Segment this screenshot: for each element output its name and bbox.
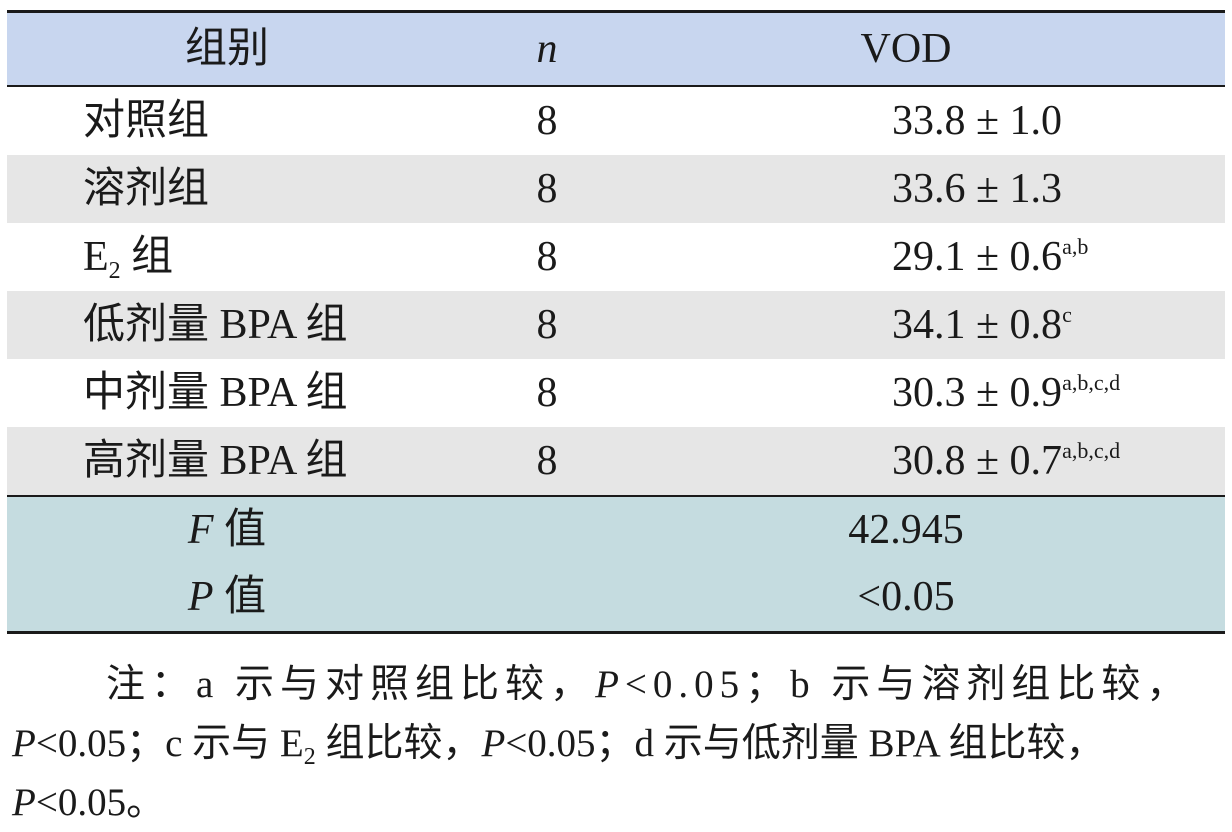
row-group: E2 组 (83, 234, 174, 284)
row-value: 30.8 ± 0.7a,b,c,d (892, 438, 1121, 484)
row-n: 8 (536, 234, 558, 280)
row-group: 溶剂组 (83, 166, 210, 212)
row-value: 33.8 ± 1.0 (892, 98, 1063, 144)
row-group: 对照组 (83, 98, 210, 144)
data-table: 组别 n VOD 对照组 8 33.8 ± 1.0 溶剂组 8 33.6 ± 1… (7, 10, 1225, 634)
row-n: 8 (536, 302, 558, 348)
row-value: 29.1 ± 0.6a,b (892, 234, 1089, 280)
table-row: E2 组 8 29.1 ± 0.6a,b (7, 223, 1225, 291)
row-n: 8 (536, 370, 558, 416)
stat-label: P 值 (187, 574, 267, 620)
row-group: 低剂量 BPA 组 (83, 302, 348, 348)
header-vod: VOD (860, 26, 952, 72)
table-row: 中剂量 BPA 组 8 30.3 ± 0.9a,b,c,d (7, 359, 1225, 427)
table-row: 溶剂组 8 33.6 ± 1.3 (7, 155, 1225, 223)
footnote-line-3: P<0.05。 (12, 781, 166, 824)
header-group: 组别 (184, 26, 269, 72)
table-footnote: 注：a 示与对照组比较，P<0.05；b 示与溶剂组比较， P<0.05；c 示… (12, 655, 1212, 832)
row-n: 8 (536, 438, 558, 484)
table-row: 对照组 8 33.8 ± 1.0 (7, 87, 1225, 155)
row-value: 34.1 ± 0.8c (892, 302, 1072, 348)
row-group: 高剂量 BPA 组 (83, 438, 348, 484)
table-header: 组别 n VOD (7, 13, 1225, 87)
footnote-line-2: P<0.05；c 示与 E2 组比较，P<0.05；d 示与低剂量 BPA 组比… (12, 722, 1105, 770)
table-row: 高剂量 BPA 组 8 30.8 ± 0.7a,b,c,d (7, 427, 1225, 495)
row-value: 30.3 ± 0.9a,b,c,d (892, 370, 1121, 416)
row-value: 33.6 ± 1.3 (892, 166, 1063, 212)
stat-label: F 值 (187, 507, 267, 553)
stat-value: <0.05 (857, 574, 955, 620)
table-row: 低剂量 BPA 组 8 34.1 ± 0.8c (7, 291, 1225, 359)
stat-row-p: P 值 <0.05 (7, 563, 1225, 631)
row-n: 8 (536, 166, 558, 212)
header-n: n (536, 26, 558, 72)
stat-value: 42.945 (848, 507, 964, 553)
footnote-line-1: 注：a 示与对照组比较，P<0.05；b 示与溶剂组比较， (106, 663, 1192, 706)
row-group: 中剂量 BPA 组 (83, 370, 348, 416)
row-n: 8 (536, 98, 558, 144)
stat-row-f: F 值 42.945 (7, 495, 1225, 563)
